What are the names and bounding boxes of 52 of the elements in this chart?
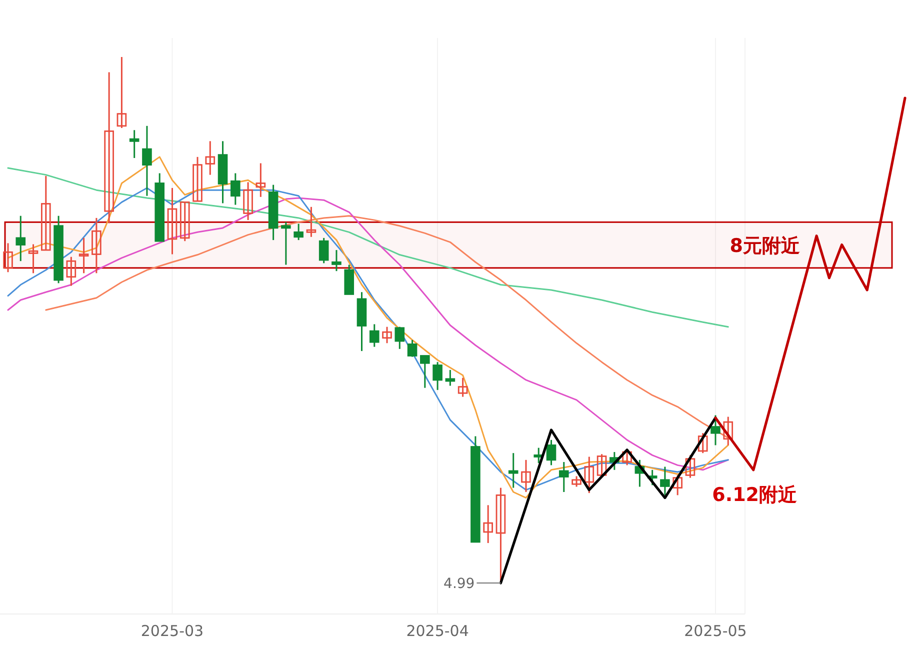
candlestick [723,416,734,446]
candlestick [369,323,380,348]
candlestick [318,237,329,264]
candlestick [41,175,51,251]
candlestick [546,439,556,466]
candlestick [584,456,594,494]
candlestick [458,377,468,398]
band-label: 8元附近 [730,235,801,258]
candlestick [483,504,493,544]
candlestick [394,326,405,350]
candlestick [382,326,392,344]
candlestick [142,125,152,197]
candlestick [92,217,102,274]
candlestick [66,256,76,287]
candlestick [167,187,178,255]
candlestick [622,449,632,466]
candlestick [230,172,240,206]
candlestick [129,129,140,159]
candlestick [407,339,418,358]
candlestick [698,432,708,454]
candlestick [508,452,518,489]
candlestick [710,414,720,446]
candlestick [205,140,216,176]
candlestick [180,201,190,242]
candlestick [672,474,682,496]
candlestick [243,181,253,221]
candlestick [281,221,291,266]
candlestick [432,361,442,391]
candlestick [332,249,342,272]
candlestick [3,242,13,273]
candlestick [104,72,114,224]
annotation: 4.99 [444,576,475,592]
candlestick [572,475,582,488]
annotation: 6.12附近 [712,484,798,506]
x-tick-label: 2025-05 [684,622,747,640]
candlestick [596,453,607,478]
candlestick [685,454,696,479]
candlestick [294,222,304,241]
candlestick [420,355,430,389]
candlestick [521,459,531,493]
x-tick-label: 2025-03 [140,622,204,640]
candlestick [660,466,670,496]
candlestick [445,369,456,386]
candlestick [78,237,89,274]
candlestick [192,156,202,202]
candlestick [256,162,266,198]
candlestick [16,215,26,262]
candlestick [558,461,569,493]
candlestick [306,206,316,238]
candlestick [116,56,127,129]
x-tick-label: 2025-04 [406,622,469,640]
candlestick [28,244,38,274]
